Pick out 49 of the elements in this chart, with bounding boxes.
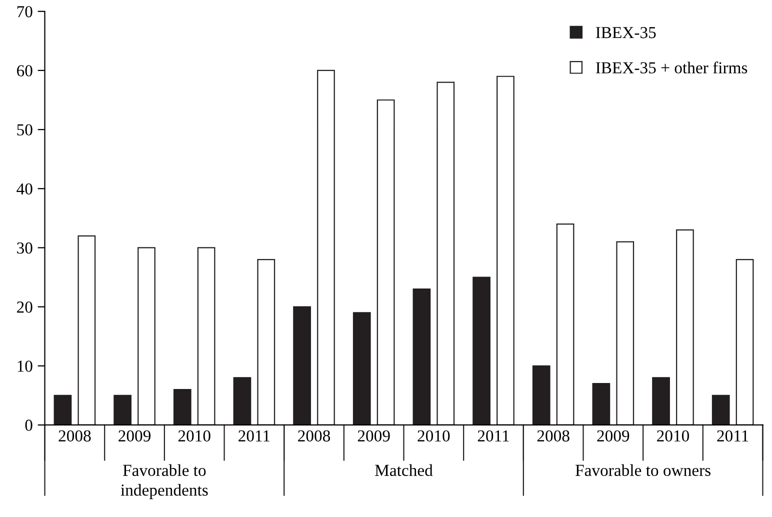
x-tick-label: 2008 — [298, 430, 330, 442]
x-tick-label: 2008 — [537, 430, 570, 442]
bar — [138, 247, 156, 425]
bar — [556, 224, 574, 425]
x-tick-label: 2010 — [178, 430, 210, 442]
bar — [352, 312, 371, 425]
y-tick-label: 0 — [25, 420, 32, 431]
bar — [532, 365, 550, 425]
bar — [616, 241, 634, 425]
bar — [197, 247, 216, 425]
bar — [736, 258, 754, 425]
bar — [472, 276, 490, 425]
bar — [233, 377, 252, 425]
bar — [293, 306, 311, 425]
x-tick-label: 2011 — [478, 430, 509, 442]
x-tick-label: 2008 — [58, 430, 91, 442]
text: Favorable to owners — [576, 464, 711, 476]
bar — [78, 235, 96, 425]
x-tick-label: 2011 — [717, 430, 748, 442]
bar — [317, 70, 335, 425]
text: Favorable to independents — [120, 464, 208, 500]
x-tick-label: 2009 — [358, 430, 390, 442]
bar — [712, 394, 730, 425]
x-tick-label: 2010 — [418, 430, 450, 442]
y-tick-label: 40 — [16, 183, 32, 195]
bar — [496, 76, 514, 425]
bar — [173, 388, 192, 425]
y-tick-label: 10 — [18, 360, 32, 372]
x-tick-label: 2009 — [597, 430, 630, 442]
y-tick-label: 50 — [17, 124, 32, 136]
x-tick-label: 2011 — [238, 430, 270, 442]
bar — [54, 394, 72, 425]
y-tick-label: 20 — [17, 302, 32, 313]
y-tick-label: 70 — [17, 6, 32, 18]
bar — [376, 99, 395, 425]
bar — [257, 258, 276, 425]
y-tick-label: 30 — [17, 242, 32, 254]
bar — [592, 383, 610, 425]
bar — [436, 82, 455, 425]
bar — [412, 288, 431, 425]
bar — [114, 394, 132, 425]
y-tick-label: 60 — [17, 65, 32, 76]
x-tick-label: 2009 — [118, 430, 151, 442]
legend-label: IBEX-35 — [596, 27, 656, 38]
text: Matched — [375, 464, 433, 476]
bar — [652, 377, 670, 425]
bar — [676, 229, 694, 425]
x-tick-label: 2010 — [657, 430, 690, 442]
legend-label: IBEX-35 + other firms — [596, 62, 748, 74]
